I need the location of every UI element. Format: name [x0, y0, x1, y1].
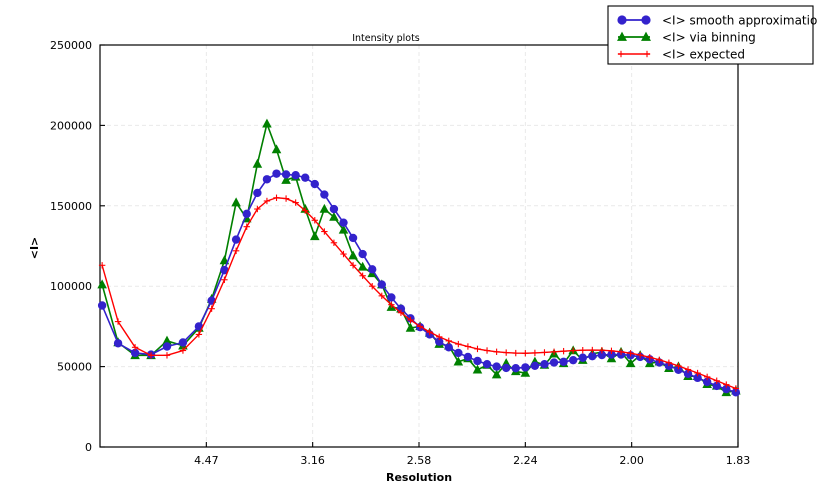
- x-axis-tick-labels: 4.473.162.582.242.001.831.691.58: [194, 454, 751, 467]
- legend-label: <I> via binning: [662, 31, 756, 45]
- y-tick-label: 150000: [50, 200, 92, 213]
- legend-label: <I> expected: [662, 48, 745, 62]
- x-tick-label: 4.47: [194, 454, 219, 467]
- legend-label: <I> smooth approximation: [662, 14, 817, 28]
- y-axis-title: <I>: [28, 237, 41, 260]
- data-series-layer: [97, 118, 741, 397]
- x-tick-label: 1.83: [726, 454, 751, 467]
- x-tick-label: 2.00: [619, 454, 644, 467]
- axis-ticks: [100, 44, 739, 448]
- y-tick-label: 250000: [50, 39, 92, 52]
- x-tick-label: 3.16: [300, 454, 325, 467]
- legend-item-3[interactable]: <I> expected: [617, 48, 745, 62]
- series-3: [98, 194, 740, 392]
- x-tick-label: 2.58: [407, 454, 432, 467]
- series-2: [97, 169, 741, 397]
- x-axis-title: Resolution: [386, 471, 452, 484]
- y-tick-label: 200000: [50, 119, 92, 132]
- legend-item-1[interactable]: <I> smooth approximation: [617, 14, 817, 28]
- legend-item-2[interactable]: <I> via binning: [617, 31, 756, 45]
- chart-legend[interactable]: <I> smooth approximation <I> via binning <…: [607, 5, 817, 65]
- y-tick-label: 100000: [50, 280, 92, 293]
- chart-title: Intensity plots: [352, 33, 420, 44]
- y-tick-label: 50000: [57, 361, 92, 374]
- y-axis-tick-labels: 0 50000 100000 150000 200000 250000: [50, 39, 92, 454]
- x-tick-label: 2.24: [513, 454, 538, 467]
- y-tick-label: 0: [85, 441, 92, 454]
